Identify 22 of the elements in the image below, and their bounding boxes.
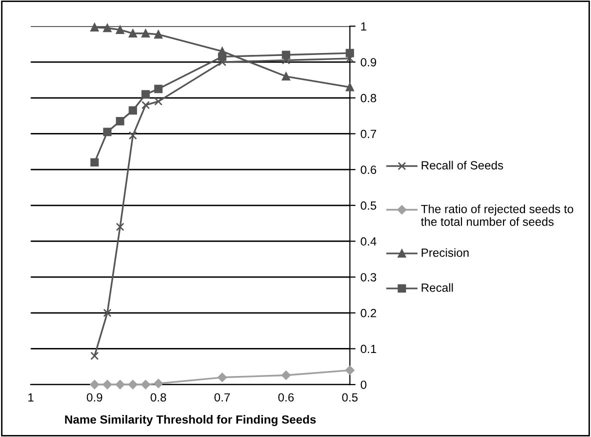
x-tick-label: 0.9 [86, 393, 102, 402]
legend-label: Recall of Seeds [422, 160, 504, 170]
y-tick-label: 1 [361, 22, 366, 30]
y-tick-label: 0.5 [360, 201, 376, 210]
legend-label: Recall [422, 283, 453, 292]
legend-label: The ratio of rejected seeds to the total number of seeds [420, 204, 574, 226]
y-tick-label: 0.1 [360, 344, 376, 354]
x-tick-label: 0.8 [150, 393, 166, 402]
x-tick-label: 0.7 [214, 393, 230, 402]
legend-label: Precision [422, 248, 469, 257]
x-tick-label: 0.6 [278, 393, 294, 402]
y-tick-label: 0.2 [360, 308, 376, 318]
y-tick-label: 0.6 [360, 166, 376, 174]
y-tick-label: 0.7 [360, 130, 376, 138]
y-tick-label: 0 [360, 380, 366, 389]
x-tick-label: 1 [28, 393, 34, 402]
y-tick-label: 0.3 [360, 273, 376, 282]
x-axis-title: Name Similarity Threshold for Finding Seeds [65, 415, 316, 426]
y-tick-label: 0.4 [360, 237, 376, 246]
y-tick-label: 0.9 [360, 58, 376, 66]
x-tick-label: 0.5 [342, 393, 358, 402]
y-tick-label: 0.8 [360, 94, 376, 102]
